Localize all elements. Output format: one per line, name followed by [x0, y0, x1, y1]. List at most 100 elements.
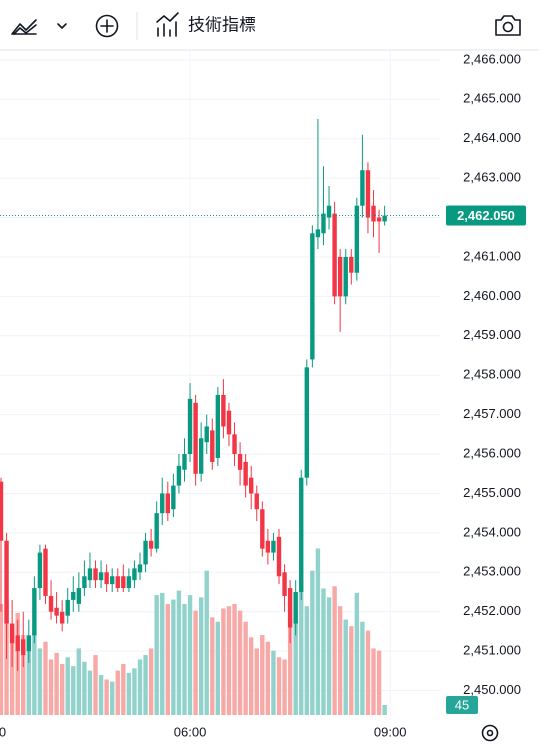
settings-button[interactable]: [481, 724, 499, 742]
y-tick-label: 2,456.000: [463, 445, 521, 460]
volume-bar: [104, 679, 109, 715]
volume-bar: [176, 590, 182, 715]
y-tick-label: 2,465.000: [463, 91, 521, 106]
candles: [0, 118, 387, 671]
chevron-icon: [57, 23, 67, 29]
settings-icon-core: [486, 729, 494, 737]
y-tick-label: 2,459.000: [463, 327, 521, 342]
candle-body: [32, 588, 37, 636]
candle-body: [243, 461, 248, 486]
candle-body: [232, 434, 237, 455]
y-tick-label: 2,464.000: [463, 130, 521, 145]
volume-bar: [210, 617, 215, 715]
indicators-button[interactable]: 技術指標: [156, 12, 256, 37]
candle-body: [21, 639, 26, 656]
volume-bar: [376, 650, 382, 715]
volume-bar: [354, 592, 360, 715]
volume-bar: [110, 681, 115, 715]
y-tick-label: 2,461.000: [463, 248, 521, 263]
volume-bar: [115, 670, 120, 715]
candle-body: [121, 576, 126, 589]
volume-bar: [243, 621, 248, 715]
candle-body: [71, 592, 76, 600]
volume-bar: [132, 668, 137, 715]
candle-body: [210, 430, 215, 462]
candle-body: [321, 213, 326, 234]
last-price-label: 2,462.050: [457, 208, 515, 223]
candle-body: [221, 394, 226, 427]
candle-body: [48, 595, 54, 612]
volume-bar: [271, 650, 276, 715]
volume-bar: [71, 666, 76, 715]
candle-body: [98, 572, 104, 581]
volume-bar: [254, 648, 259, 715]
y-tick-label: 2,450.000: [463, 682, 521, 697]
candle-body: [15, 635, 20, 652]
settings-icon: [481, 724, 499, 742]
volume-bar: [365, 630, 371, 715]
volume-bar: [154, 595, 159, 715]
volume-bar: [143, 655, 148, 715]
candle-body: [371, 205, 376, 222]
candle-body: [237, 454, 243, 470]
add-icon-plus: [100, 19, 114, 33]
candle-body: [160, 493, 165, 514]
indicators-icon: [156, 12, 179, 37]
candle-body: [187, 398, 193, 455]
candle-body: [254, 493, 259, 510]
candle-body: [226, 410, 232, 435]
volume-bar: [98, 675, 104, 715]
candle-body: [9, 623, 15, 644]
candle-body: [265, 540, 271, 553]
candle-body: [165, 493, 170, 514]
candle-body: [126, 576, 132, 589]
candle-body: [115, 576, 120, 589]
volume-bar: [93, 655, 98, 715]
volume-bar: [160, 592, 165, 715]
indicators-label[interactable]: 技術指標: [188, 15, 256, 34]
volume-bar: [187, 595, 193, 715]
volume-bar: [293, 610, 298, 715]
volume-bar: [193, 610, 198, 715]
volume-bar: [221, 608, 226, 715]
candle-body: [282, 572, 287, 596]
volume-badge: [446, 696, 478, 715]
candle-body: [260, 509, 265, 549]
volume-bar: [304, 606, 309, 715]
candle-body: [365, 170, 371, 218]
volume-bar: [65, 657, 70, 715]
camera-icon: [495, 15, 521, 36]
y-tick-label: 2,458.000: [463, 367, 521, 382]
volume-bar: [326, 597, 332, 715]
candle-body: [87, 568, 93, 581]
candle-body: [143, 540, 148, 565]
candle-body: [343, 256, 348, 297]
volume-bar: [371, 648, 376, 715]
volume-bar: [237, 610, 243, 715]
candle-body: [276, 536, 282, 577]
add-button[interactable]: [95, 14, 119, 38]
volume-bar: [48, 659, 54, 715]
candle-body: [382, 215, 387, 222]
volume-bar: [276, 657, 282, 715]
snapshot-button[interactable]: [495, 15, 521, 36]
candle-body: [43, 548, 48, 596]
volume-bar: [249, 637, 254, 715]
volume-bar: [26, 648, 31, 715]
chart-type-icon: [11, 19, 37, 35]
volume-bar: [32, 630, 37, 715]
candle-body: [4, 540, 9, 624]
candle-body: [148, 540, 154, 549]
camera-lens: [502, 21, 514, 33]
volume-bar: [282, 659, 287, 715]
candle-body: [37, 552, 43, 589]
add-icon: [95, 14, 119, 38]
candle-body: [110, 576, 115, 585]
volume-bar: [232, 604, 237, 715]
volume-bar: [287, 617, 293, 715]
volume-bar: [332, 586, 337, 715]
chart-type-button[interactable]: [11, 19, 67, 35]
candle-body: [204, 426, 209, 443]
